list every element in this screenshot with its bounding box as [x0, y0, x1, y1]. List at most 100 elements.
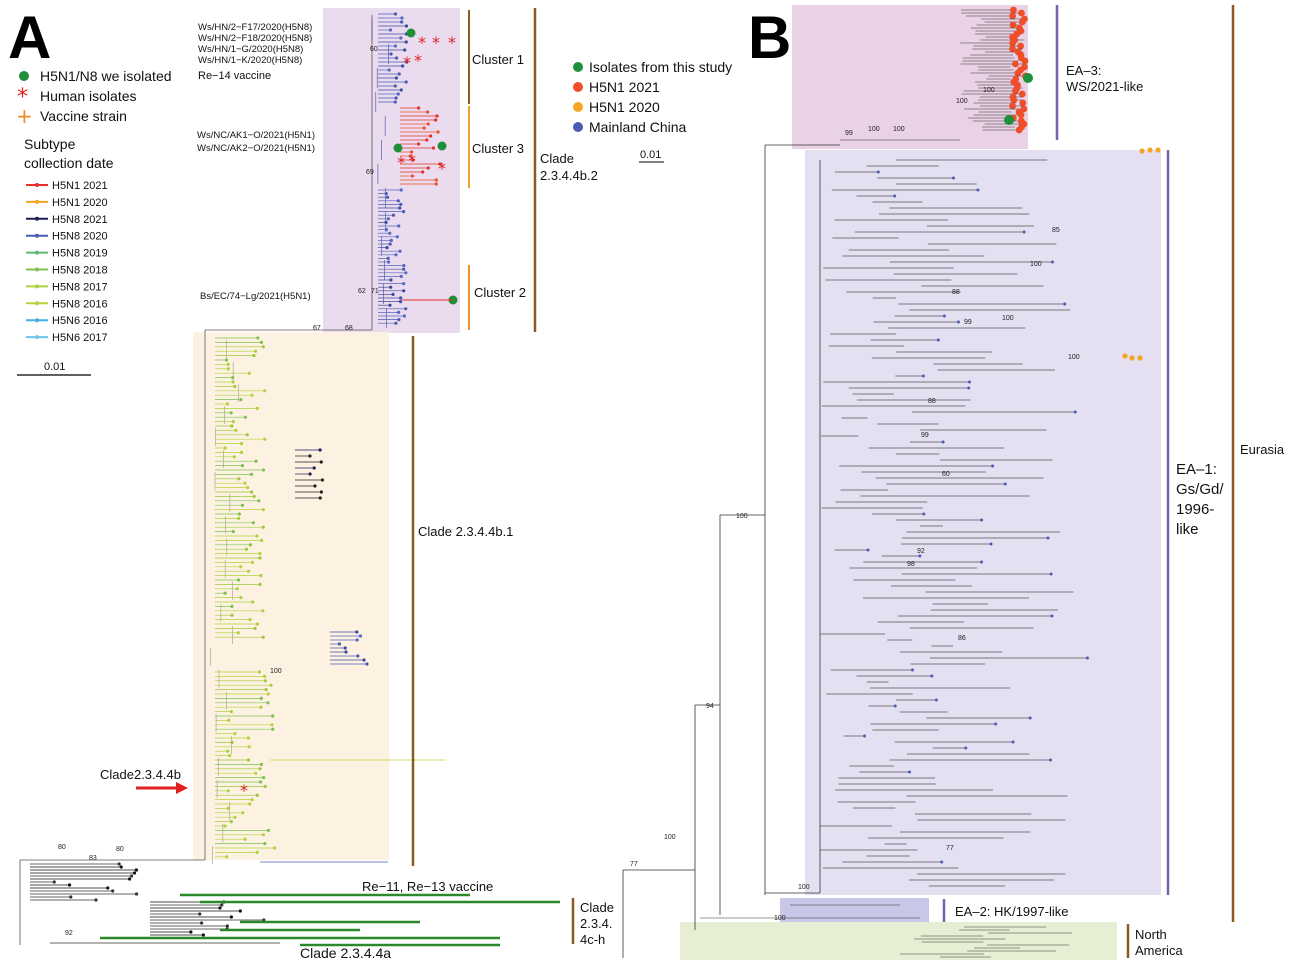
taxon-label: Ws/HN/1−K/2020(H5N8) — [198, 55, 302, 66]
clade-b-label: Clade2.3.4.4b — [100, 767, 181, 782]
cluster-2-label: Cluster 2 — [474, 285, 526, 300]
subtype-label: H5N1 2020 — [52, 197, 108, 209]
bootstrap-label: 60 — [370, 46, 378, 53]
bootstrap-label: 100 — [956, 98, 968, 105]
legend-dot-icon — [573, 122, 583, 132]
subtype-label: H5N8 2017 — [52, 281, 108, 293]
legend-b-label: H5N1 2021 — [589, 79, 660, 95]
subtype-legend: H5N1 2021 H5N1 2020 H5N8 2021 H5N8 2020 H5N8… — [26, 180, 108, 344]
bootstrap-label: 100 — [798, 884, 810, 891]
bootstrap-label: 77 — [630, 861, 638, 868]
svg-text:*: * — [432, 33, 440, 52]
bootstrap-label: 88 — [928, 398, 936, 405]
panel-b-letter: B — [748, 4, 791, 71]
clade-b1-label: Clade 2.3.4.4b.1 — [418, 524, 513, 539]
subtype-legend-item: H5N8 2019 — [26, 248, 108, 260]
bootstrap-label: 100 — [868, 126, 880, 133]
bootstrap-label: 60 — [942, 471, 950, 478]
legend-b-item: Mainland China — [573, 119, 686, 135]
clade-4ch-label: 2.3.4. — [580, 916, 613, 931]
svg-text:*: * — [397, 153, 405, 172]
tree-b — [622, 6, 1161, 958]
ea3-label: WS/2021-like — [1066, 79, 1143, 94]
bootstrap-label: 83 — [89, 855, 97, 862]
subtype-legend-item: H5N1 2020 — [26, 197, 108, 209]
vaccine-label: Re−14 vaccine — [198, 70, 271, 82]
north-america-label: America — [1135, 943, 1183, 958]
ea3-label: EA–3: — [1066, 63, 1101, 78]
bootstrap-label: 86 — [958, 635, 966, 642]
legend-dot-icon — [573, 62, 583, 72]
svg-text:*: * — [448, 33, 456, 52]
bootstrap-label: 68 — [345, 325, 353, 332]
taxon-label: Ws/NC/AK1−O/2021(H5N1) — [197, 130, 315, 141]
bootstrap-label: 100 — [736, 513, 748, 520]
legend-b-label: Isolates from this study — [589, 59, 732, 75]
bootstrap-label: 94 — [706, 703, 714, 710]
eurasia-label: Eurasia — [1240, 442, 1285, 457]
bootstrap-label: 99 — [964, 319, 972, 326]
subtype-label: H5N8 2016 — [52, 298, 108, 310]
clade-4ch-label: 4c-h — [580, 932, 605, 947]
subtype-label: H5N8 2021 — [52, 214, 108, 226]
bootstrap-label: 67 — [313, 325, 321, 332]
bootstrap-label: 100 — [983, 87, 995, 94]
cluster-3-label: Cluster 3 — [472, 141, 524, 156]
taxon-label: Ws/HN/2−F18/2020(H5N8) — [198, 33, 312, 44]
cluster-1-label: Cluster 1 — [472, 52, 524, 67]
bootstrap-label: 100 — [1030, 261, 1042, 268]
subtype-label: H5N6 2016 — [52, 315, 108, 327]
legend-dot-icon — [573, 102, 583, 112]
legend-b-item: H5N1 2021 — [573, 79, 660, 95]
vaccine-plus-icon: + — [16, 104, 33, 128]
clade-4a-label: Clade 2.3.4.4a — [300, 945, 391, 961]
scale-label-a: 0.01 — [44, 361, 65, 373]
ea1-label: like — [1176, 521, 1199, 538]
ea1-label: 1996- — [1176, 501, 1214, 518]
bootstrap-label: 80 — [116, 846, 124, 853]
bootstrap-label: 80 — [58, 844, 66, 851]
subtype-label: H5N6 2017 — [52, 332, 108, 344]
bootstrap-label: 88 — [952, 289, 960, 296]
legend-dot-icon — [573, 82, 583, 92]
north-america-shading — [680, 922, 1117, 960]
subtype-legend-item: H5N8 2020 — [26, 231, 108, 243]
vaccine-label: Re−11, Re−13 vaccine — [362, 879, 493, 894]
clade-b1-shading — [193, 332, 389, 860]
legend-human: Human isolates — [40, 88, 137, 104]
svg-text:*: * — [438, 159, 446, 178]
isolated-dot-icon — [19, 71, 29, 81]
bootstrap-label: 77 — [946, 845, 954, 852]
clade-b2-label: Clade — [540, 151, 574, 166]
bootstrap-label: 99 — [845, 130, 853, 137]
taxon-label: Ws/HN/1−G/2020(H5N8) — [198, 44, 303, 55]
bootstrap-label: 100 — [1068, 354, 1080, 361]
bootstrap-label: 69 — [366, 169, 374, 176]
legend-vaccine: Vaccine strain — [40, 108, 127, 124]
legend-b-item: Isolates from this study — [573, 59, 732, 75]
legend-b-label: H5N1 2020 — [589, 99, 660, 115]
ea2-label: EA–2: HK/1997-like — [955, 904, 1068, 919]
svg-text:*: * — [414, 51, 422, 70]
bootstrap-label: 92 — [65, 930, 73, 937]
clade-b2-label: 2.3.4.4b.2 — [540, 168, 598, 183]
subtype-label: H5N8 2019 — [52, 248, 108, 260]
bootstrap-label: 71 — [371, 288, 379, 295]
ea1-label: EA–1: — [1176, 461, 1217, 478]
subtype-legend-item: H5N8 2018 — [26, 265, 108, 277]
subtype-label: H5N8 2020 — [52, 231, 108, 243]
ea1-label: Gs/Gd/ — [1176, 481, 1224, 498]
legend-b: Isolates from this study H5N1 2021 H5N1 20… — [573, 59, 732, 135]
subtype-legend-item: H5N8 2021 — [26, 214, 108, 226]
bootstrap-label: 85 — [1052, 227, 1060, 234]
legend-isolated: H5N1/N8 we isolated — [40, 68, 172, 84]
subtype-legend-item: H5N1 2021 — [26, 180, 108, 192]
bootstrap-label: 99 — [921, 432, 929, 439]
legend-b-item: H5N1 2020 — [573, 99, 660, 115]
human-asterisk-icon: * — [17, 85, 28, 110]
taxon-label: Ws/HN/2−F17/2020(H5N8) — [198, 22, 312, 33]
bootstrap-label: 100 — [774, 915, 786, 922]
bootstrap-label: 100 — [270, 668, 282, 675]
bootstrap-label: 100 — [893, 126, 905, 133]
